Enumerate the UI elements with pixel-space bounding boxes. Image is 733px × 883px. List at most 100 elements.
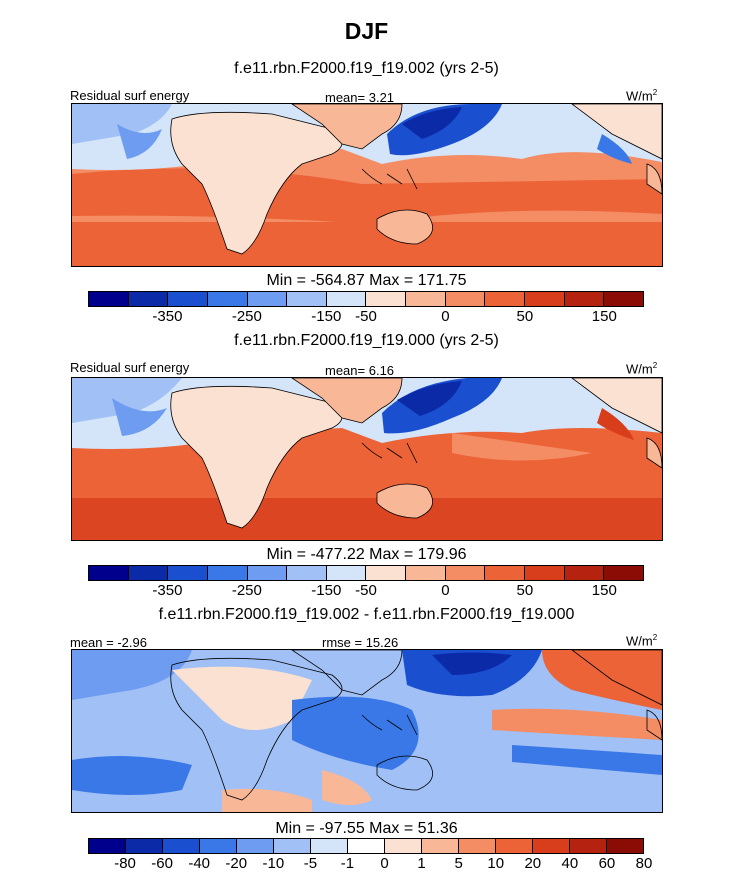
colorbar-tick-label: -60 [151,855,173,872]
colorbar-swatch [459,839,496,853]
colorbar-tick-label: -350 [152,582,183,599]
panel-2-case-title: f.e11.rbn.F2000.f19_f19.000 (yrs 2-5) [234,332,499,349]
colorbar-swatch [311,839,348,853]
panel-2-mean-label: mean= 6.16 [325,363,395,378]
panel-1-field [72,104,662,266]
colorbar-tick-label: -250 [231,308,262,325]
panel-3-map [71,649,663,813]
colorbar-swatch [163,839,200,853]
colorbar-swatch [604,566,643,580]
panel-2-field [72,378,662,540]
colorbar-swatch [525,566,565,580]
colorbar-swatch [207,566,248,580]
panel-1-units: W/m2 [626,88,658,104]
colorbar-tick-label: -150 [311,582,342,599]
colorbar-tick-label: 0 [380,855,389,872]
panel-1-map [71,103,663,267]
colorbar-swatch [168,292,208,306]
colorbar-swatch [496,839,533,853]
colorbar-tick-label: -350 [152,308,183,325]
colorbar-swatch [247,566,288,580]
panel-2-units: W/m2 [626,361,658,377]
colorbar-tick-label: -50 [355,582,377,599]
colorbar-tick-label: 150 [591,308,617,325]
colorbar-swatch [533,839,570,853]
colorbar-swatch [128,566,169,580]
colorbar-tick-label: 1 [417,855,426,872]
colorbar-swatch [89,839,126,853]
colorbar-tick-label: -50 [355,308,377,325]
colorbar-swatch [564,292,605,306]
colorbar-swatch [287,292,327,306]
panel-1-colorbar [88,291,644,307]
panel-3-rmse-label: rmse = 15.26 [322,635,399,650]
colorbar-tick-label: 10 [487,855,505,872]
figure-title: DJF [344,18,389,44]
colorbar-tick-label: 50 [516,308,534,325]
colorbar-tick-label: -40 [188,855,211,872]
colorbar-swatch [348,839,385,853]
panel-3-units: W/m2 [626,633,658,649]
colorbar-tick-label: 50 [516,582,534,599]
panel-3-case-title: f.e11.rbn.F2000.f19_f19.002 - f.e11.rbn.… [158,606,575,623]
colorbar-swatch [422,839,459,853]
colorbar-tick-label: 80 [635,855,653,872]
panel-2-colorbar-ticks: -350 -250 -150 -50 0 50 150 [88,582,644,600]
colorbar-tick-label: -80 [114,855,136,872]
colorbar-tick-label: 0 [441,582,450,599]
colorbar-swatch [525,292,565,306]
colorbar-swatch [168,566,208,580]
colorbar-swatch [326,566,367,580]
panel-2-map [71,377,663,541]
colorbar-swatch [366,292,407,306]
colorbar-swatch [604,292,643,306]
panel-2-left-label: Residual surf energy [70,360,190,375]
colorbar-swatch [237,839,274,853]
panel-3-colorbar-ticks: -80 -60 -40 -20 -10 -5 -1 0 1 5 10 20 40 60 80 [88,855,652,873]
colorbar-swatch [126,839,163,853]
colorbar-swatch [607,839,643,853]
colorbar-tick-label: -1 [340,855,355,872]
colorbar-swatch [406,566,446,580]
panel-1-mean-label: mean= 3.21 [325,90,395,105]
panel-3-colorbar [88,838,644,854]
panel-3-minmax: Min = -97.55 Max = 51.36 [275,820,458,837]
colorbar-swatch [89,292,129,306]
colorbar-swatch [564,566,605,580]
colorbar-swatch [247,292,288,306]
panel-3-mean-label: mean = -2.96 [70,635,147,650]
colorbar-swatch [445,566,486,580]
colorbar-tick-label: 5 [454,855,463,872]
panel-2-colorbar [88,565,644,581]
colorbar-swatch [485,566,526,580]
colorbar-tick-label: 60 [598,855,616,872]
panel-1-case-title: f.e11.rbn.F2000.f19_f19.002 (yrs 2-5) [234,60,499,77]
colorbar-swatch [274,839,311,853]
colorbar-tick-label: -150 [311,308,342,325]
colorbar-swatch [207,292,248,306]
colorbar-swatch [287,566,327,580]
panel-1-colorbar-ticks: -350 -250 -150 -50 0 50 150 [88,308,644,326]
colorbar-tick-label: 40 [561,855,579,872]
colorbar-tick-label: -20 [225,855,248,872]
colorbar-swatch [406,292,446,306]
panel-1-minmax: Min = -564.87 Max = 171.75 [266,272,467,289]
colorbar-swatch [200,839,237,853]
colorbar-tick-label: 150 [591,582,617,599]
panel-2-minmax: Min = -477.22 Max = 179.96 [266,546,467,563]
panel-1-left-label: Residual surf energy [70,88,190,103]
colorbar-tick-label: -5 [303,855,318,872]
colorbar-swatch [445,292,486,306]
colorbar-tick-label: -250 [231,582,262,599]
panel-3-field [72,650,662,812]
colorbar-swatch [485,292,526,306]
colorbar-swatch [326,292,367,306]
colorbar-tick-label: -10 [262,855,285,872]
colorbar-tick-label: 20 [524,855,542,872]
colorbar-swatch [385,839,422,853]
colorbar-swatch [128,292,169,306]
colorbar-tick-label: 0 [441,308,450,325]
colorbar-swatch [89,566,129,580]
colorbar-swatch [366,566,407,580]
colorbar-swatch [570,839,607,853]
